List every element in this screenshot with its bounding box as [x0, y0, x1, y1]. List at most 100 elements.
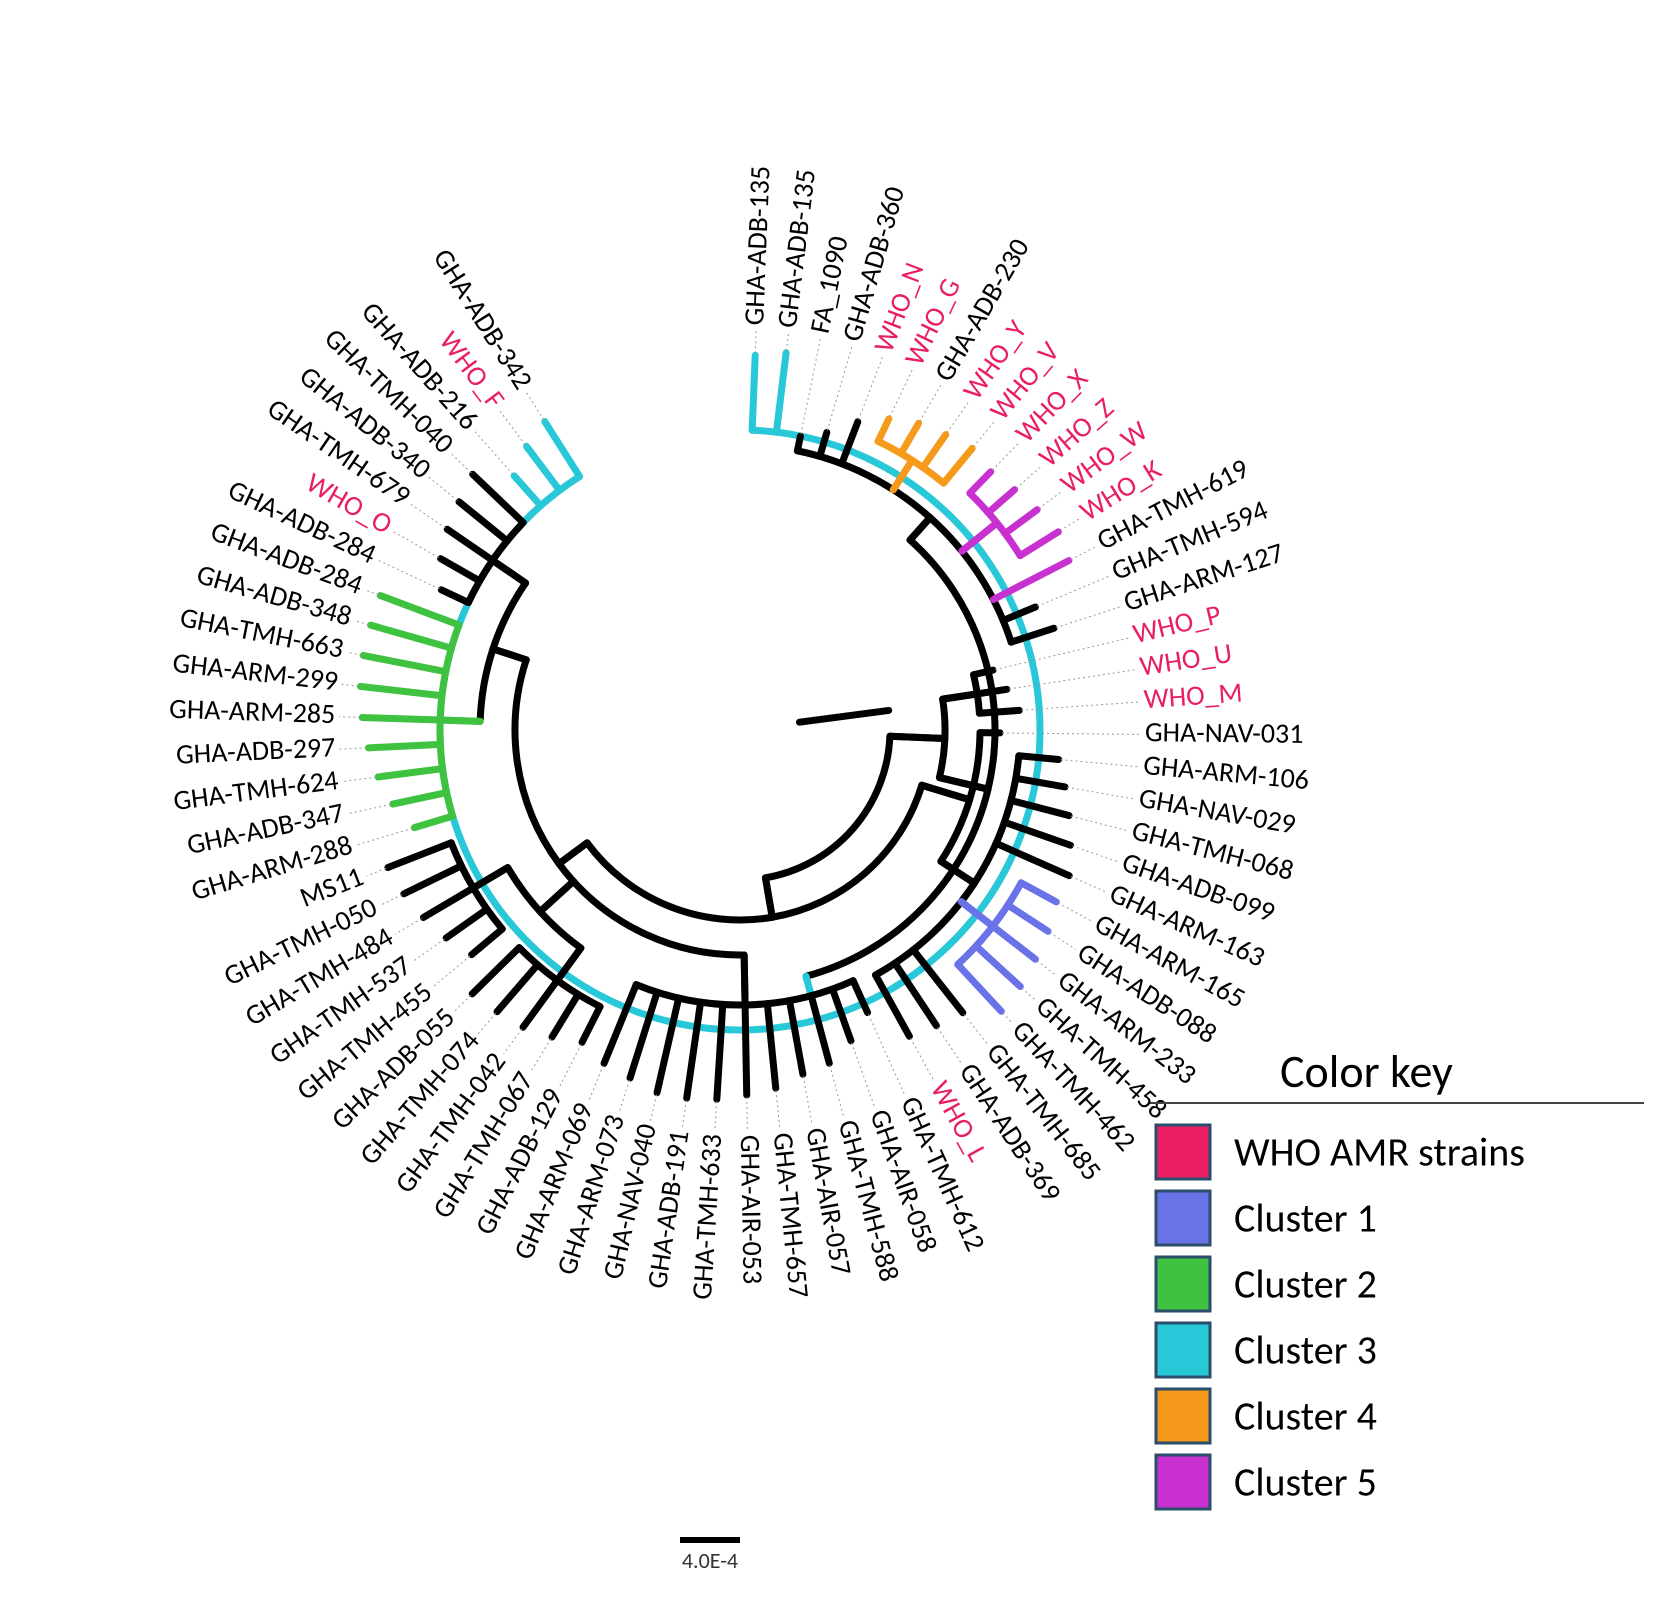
leader-line: [859, 355, 884, 419]
internal-arc: [765, 736, 889, 878]
child-radial: [1005, 510, 1037, 534]
internal-radial: [939, 778, 988, 790]
leader-line: [432, 956, 470, 987]
child-radial: [977, 689, 1007, 694]
internal-radial: [493, 560, 526, 583]
child-radial: [404, 866, 462, 894]
child-radial: [993, 926, 1036, 959]
legend-swatch: [1156, 1191, 1210, 1245]
child-radial: [447, 529, 492, 560]
child-radial: [657, 998, 679, 1093]
child-radial: [545, 422, 580, 477]
child-radial: [630, 992, 657, 1078]
child-radial: [976, 946, 1020, 987]
child-radial: [752, 355, 755, 430]
legend-label: Cluster 2: [1234, 1260, 1377, 1309]
leader-line: [377, 560, 439, 589]
child-radial: [958, 964, 1002, 1011]
scale-bar-label: 4.0E-4: [682, 1547, 738, 1574]
leader-line: [890, 368, 913, 417]
child-radial: [811, 996, 829, 1064]
child-radial: [974, 670, 993, 675]
internal-radial: [440, 720, 480, 721]
leader-line: [342, 684, 359, 686]
child-radial: [820, 432, 827, 456]
leader-line: [395, 919, 422, 935]
legend-swatch: [1156, 1323, 1210, 1377]
leader-line: [413, 939, 445, 962]
root-edge: [799, 710, 888, 722]
legend-label: WHO AMR strains: [1234, 1128, 1525, 1177]
leader-line: [947, 401, 969, 433]
child-radial: [1020, 532, 1058, 556]
child-radial: [745, 1005, 747, 1095]
child-radial: [1021, 883, 1056, 902]
child-radial: [1008, 905, 1048, 931]
leader-line: [1039, 491, 1062, 508]
legend: Color keyWHO AMR strainsCluster 1Cluster…: [1150, 1044, 1644, 1509]
internal-arc: [806, 540, 995, 976]
leader-line: [938, 1027, 962, 1064]
legend-swatch: [1156, 1389, 1210, 1443]
child-radial: [514, 476, 541, 506]
leader-line: [1071, 816, 1128, 831]
leader-line: [450, 453, 471, 473]
leader-line: [1067, 787, 1135, 799]
leader-line: [1072, 846, 1118, 862]
internal-radial: [943, 694, 978, 699]
leader-line: [1009, 670, 1137, 689]
child-radial: [993, 561, 1069, 600]
internal-radial: [493, 649, 526, 660]
child-radial: [393, 793, 447, 804]
internal-arc: [515, 660, 744, 955]
leader-line: [380, 895, 402, 906]
leader-line: [364, 590, 378, 595]
child-radial: [901, 423, 919, 453]
leader-line: [868, 1014, 905, 1095]
internal-radial: [922, 785, 970, 800]
leader-line: [1003, 1013, 1013, 1024]
internal-radial: [540, 881, 573, 911]
child-radial: [979, 710, 1019, 713]
tree-branches: [360, 353, 1070, 1099]
leader-line: [852, 1043, 875, 1108]
leader-line: [801, 337, 821, 434]
leader-line: [1061, 760, 1140, 767]
leader-line: [478, 1013, 496, 1033]
child-radial: [1016, 778, 1065, 787]
leader-line: [1058, 903, 1092, 922]
phylo-tree-figure: GHA-ADB-135GHA-ADB-135FA_1090GHA-ADB-360…: [0, 0, 1654, 1602]
leader-line: [1037, 576, 1110, 606]
leader-line: [973, 421, 995, 447]
child-radial: [776, 353, 786, 432]
legend-swatch: [1156, 1257, 1210, 1311]
child-radial: [363, 655, 445, 671]
child-radial: [526, 446, 559, 490]
who-strain-label: WHO_M: [1143, 674, 1244, 716]
child-radial: [378, 769, 442, 777]
child-radial: [371, 625, 452, 648]
leader-line: [1071, 877, 1107, 893]
child-radial: [441, 559, 480, 581]
leader-line: [1016, 466, 1042, 488]
leader-line: [1056, 606, 1122, 627]
leader-line: [356, 828, 413, 845]
child-radial: [362, 717, 440, 720]
child-radial: [970, 472, 991, 494]
child-radial: [414, 816, 452, 827]
leader-line: [504, 1029, 522, 1054]
leader-line: [992, 442, 1019, 470]
child-radial: [472, 948, 519, 994]
leader-line: [474, 430, 513, 474]
child-radial: [1019, 756, 1059, 760]
leader-line: [354, 621, 368, 625]
internal-radial: [910, 518, 930, 540]
child-radial: [988, 490, 1014, 513]
leader-line: [1060, 518, 1080, 531]
internal-radial: [765, 878, 772, 917]
leader-lines: [339, 329, 1141, 1131]
child-radial: [944, 448, 973, 483]
leader-line: [1037, 961, 1057, 976]
leader-line: [454, 995, 470, 1011]
leader-line: [920, 383, 942, 421]
